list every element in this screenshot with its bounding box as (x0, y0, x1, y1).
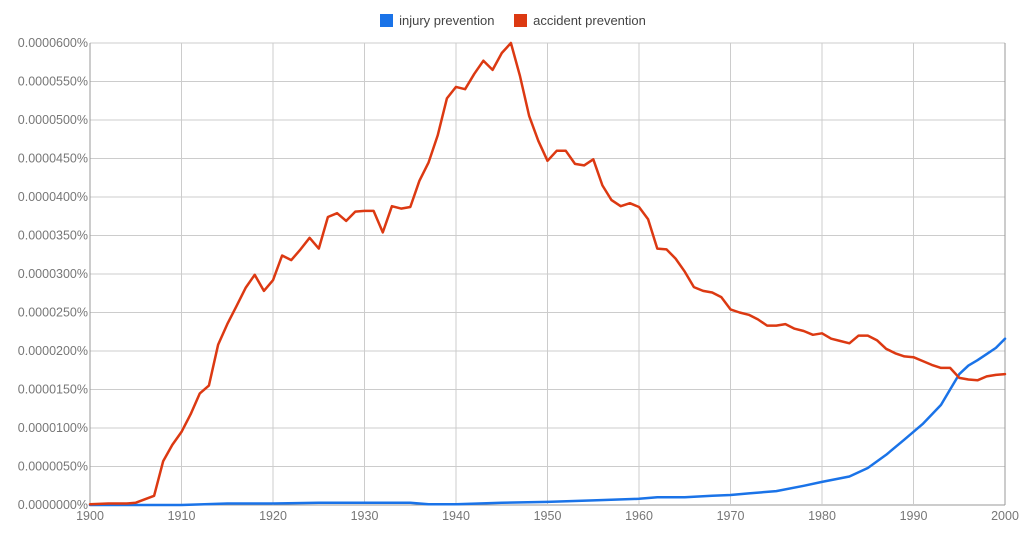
y-tick-label: 0.0000600% (18, 36, 88, 50)
x-tick-label: 1900 (76, 509, 104, 523)
x-tick-label: 1910 (168, 509, 196, 523)
y-tick-label: 0.0000150% (18, 383, 88, 397)
y-tick-label: 0.0000400% (18, 190, 88, 204)
x-tick-label: 1920 (259, 509, 287, 523)
y-tick-label: 0.0000450% (18, 152, 88, 166)
x-tick-label: 1930 (351, 509, 379, 523)
y-tick-label: 0.0000500% (18, 113, 88, 127)
y-tick-label: 0.0000550% (18, 75, 88, 89)
grid-lines (90, 43, 1005, 505)
y-tick-label: 0.0000100% (18, 421, 88, 435)
x-tick-label: 1990 (900, 509, 928, 523)
y-tick-label: 0.0000350% (18, 229, 88, 243)
y-axis-ticks: 0.0000000%0.0000050%0.0000100%0.0000150%… (18, 36, 88, 512)
x-tick-label: 2000 (991, 509, 1019, 523)
y-tick-label: 0.0000200% (18, 344, 88, 358)
x-tick-label: 1970 (717, 509, 745, 523)
x-tick-label: 1950 (534, 509, 562, 523)
x-tick-label: 1960 (625, 509, 653, 523)
y-tick-label: 0.0000250% (18, 306, 88, 320)
y-tick-label: 0.0000050% (18, 460, 88, 474)
y-tick-label: 0.0000300% (18, 267, 88, 281)
x-axis-ticks: 1900 1910 1920 1930 1940 1950 1960 1970 1980 1990… (76, 509, 1019, 523)
x-tick-label: 1980 (808, 509, 836, 523)
x-tick-label: 1940 (442, 509, 470, 523)
